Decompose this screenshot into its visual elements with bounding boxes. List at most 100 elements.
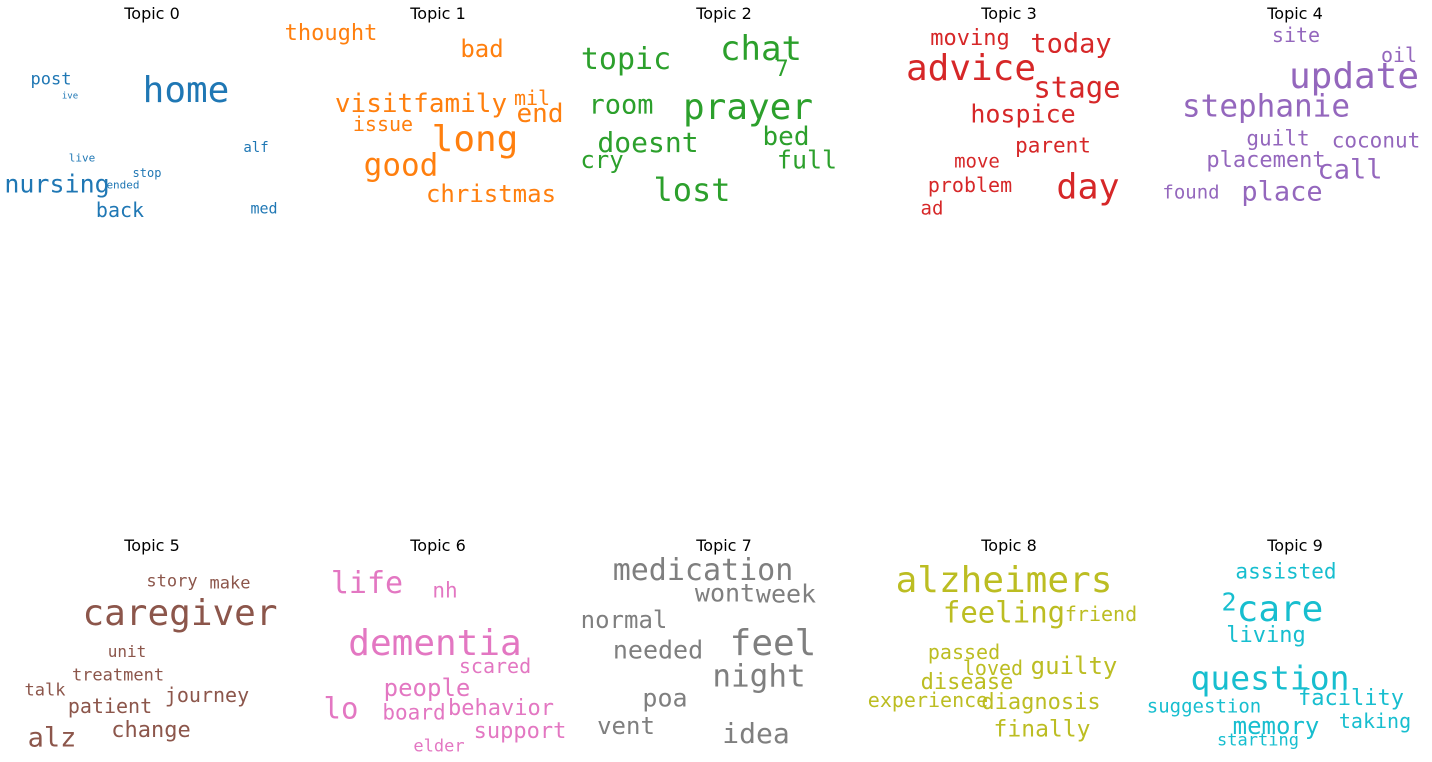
topic-word: found xyxy=(1162,181,1220,204)
topic-word: care xyxy=(1236,589,1324,630)
topic-word: lost xyxy=(653,171,731,209)
topic-word: stage xyxy=(1033,70,1121,105)
topic-word: doesnt xyxy=(597,126,699,159)
topic-word: journey xyxy=(164,683,250,707)
topic-word: disease xyxy=(920,670,1014,695)
topic-word: end xyxy=(516,99,564,129)
topic-word: taking xyxy=(1338,709,1412,733)
topic-word: lo xyxy=(323,691,359,726)
topic-word: thought xyxy=(284,21,378,46)
topic-word: hospice xyxy=(970,99,1076,129)
topic-word: full xyxy=(776,145,838,175)
topic-word: talk xyxy=(24,680,66,701)
topic-title: Topic 0 xyxy=(124,4,180,23)
topic-word: ad xyxy=(920,197,944,220)
topic-word: cry xyxy=(580,146,624,174)
topic-word: scared xyxy=(458,654,532,678)
topic-panel-7: Topic 7 feel medication night idea week wont n… xyxy=(581,532,867,752)
topic-word: site xyxy=(1271,23,1321,47)
topic-title: Topic 7 xyxy=(696,536,752,555)
topic-word: wont xyxy=(694,578,756,608)
topic-word: patient xyxy=(67,694,153,718)
topic-panel-6: Topic 6 dementia life lo people behavior supp… xyxy=(295,532,581,756)
topic-panel-3: Topic 3 advice day stage today hospice moving… xyxy=(866,0,1152,220)
topic-word: visitfamily xyxy=(334,89,508,119)
topic-word: update xyxy=(1288,56,1420,97)
topic-word: living xyxy=(1226,623,1306,648)
topic-word: stephanie xyxy=(1182,88,1350,125)
topic-word: room xyxy=(588,89,654,121)
topic-word: board xyxy=(382,700,446,725)
topic-word: assisted xyxy=(1235,559,1337,584)
topic-word: dementia xyxy=(348,623,522,664)
topic-panel-2: Topic 2 prayer chat lost topic doesnt room bed… xyxy=(580,0,867,220)
topic-word: issue xyxy=(352,112,414,136)
topic-panel-1: Topic 1 long good visitfamily christmas end b… xyxy=(285,0,581,220)
topic-cloud: update stephanie call place placement guilt co… xyxy=(1152,0,1432,220)
topic-title: Topic 1 xyxy=(410,4,466,23)
topic-word: 2 xyxy=(1221,587,1237,617)
topic-panel-0: Topic 0 home nursing back post alf med stop end… xyxy=(4,0,295,222)
topic-word: friend xyxy=(1064,602,1138,626)
topic-word: finally xyxy=(993,716,1091,743)
topic-word: live xyxy=(68,151,96,165)
topic-word: today xyxy=(1030,28,1112,60)
topic-panel-4: Topic 4 update stephanie call place placemen… xyxy=(1152,0,1432,220)
topic-word: poa xyxy=(642,683,688,713)
topic-cloud: caregiver alz change journey patient treatmen… xyxy=(9,532,295,752)
topic-word: move xyxy=(954,150,1000,173)
topic-word: home xyxy=(142,70,230,111)
topic-title: Topic 2 xyxy=(696,4,752,23)
topic-cloud: care question memory living facility assisted… xyxy=(1147,532,1432,752)
topic-word: 7 xyxy=(775,57,789,82)
topic-word: memory xyxy=(1232,712,1320,740)
topic-word: advice xyxy=(905,48,1037,89)
topic-word: place xyxy=(1241,176,1323,208)
topic-word: feeling xyxy=(942,595,1066,630)
topic-word: vent xyxy=(597,712,655,740)
topic-title: Topic 9 xyxy=(1267,536,1323,555)
topic-cloud: long good visitfamily christmas end bad though… xyxy=(285,0,581,220)
topic-word: suggestion xyxy=(1146,695,1262,718)
topic-word: question xyxy=(1190,658,1350,698)
topic-word: bed xyxy=(762,122,810,152)
topic-title: Topic 5 xyxy=(124,536,180,555)
topic-word: behavior xyxy=(448,696,554,721)
topic-word: change xyxy=(111,718,191,743)
topic-word: back xyxy=(95,198,145,222)
topic-word: story xyxy=(146,571,198,592)
topic-word: experience xyxy=(867,688,989,712)
topic-word: long xyxy=(431,119,519,160)
topic-word: make xyxy=(209,573,251,594)
topic-word: problem xyxy=(927,173,1013,197)
topic-word: guilty xyxy=(1030,652,1118,680)
topic-word: ended xyxy=(106,178,140,192)
topic-word: passed xyxy=(927,640,1001,664)
topic-word: parent xyxy=(1015,133,1091,158)
topic-word: starting xyxy=(1217,730,1299,751)
topic-word: alf xyxy=(243,140,269,156)
topic-word: treatment xyxy=(71,665,165,686)
topic-word: call xyxy=(1317,154,1383,186)
topic-word: alz xyxy=(27,722,77,754)
topic-word: oil xyxy=(1380,43,1418,67)
topic-word: nh xyxy=(432,578,458,603)
topic-word: people xyxy=(383,674,471,702)
topic-word: coconut xyxy=(1331,128,1421,153)
topic-cloud: prayer chat lost topic doesnt room bed full cry 7 xyxy=(580,0,867,220)
topic-word: idea xyxy=(722,717,790,750)
topic-word: day xyxy=(1056,167,1120,208)
topic-word: needed xyxy=(612,635,704,665)
topic-word: good xyxy=(363,147,439,184)
topic-word: caregiver xyxy=(82,593,278,634)
topic-word: stop xyxy=(132,166,162,180)
topic-panel-9: Topic 9 care question memory living facility… xyxy=(1147,532,1432,752)
topic-word: chat xyxy=(720,29,802,69)
topic-title: Topic 4 xyxy=(1267,4,1323,23)
topic-word: week xyxy=(755,579,817,609)
topic-word: post xyxy=(30,69,72,90)
topic-title: Topic 6 xyxy=(410,536,466,555)
topic-panel-8: Topic 8 alzheimers feeling guilty finally di… xyxy=(866,532,1152,752)
topic-word: facility xyxy=(1298,686,1404,711)
